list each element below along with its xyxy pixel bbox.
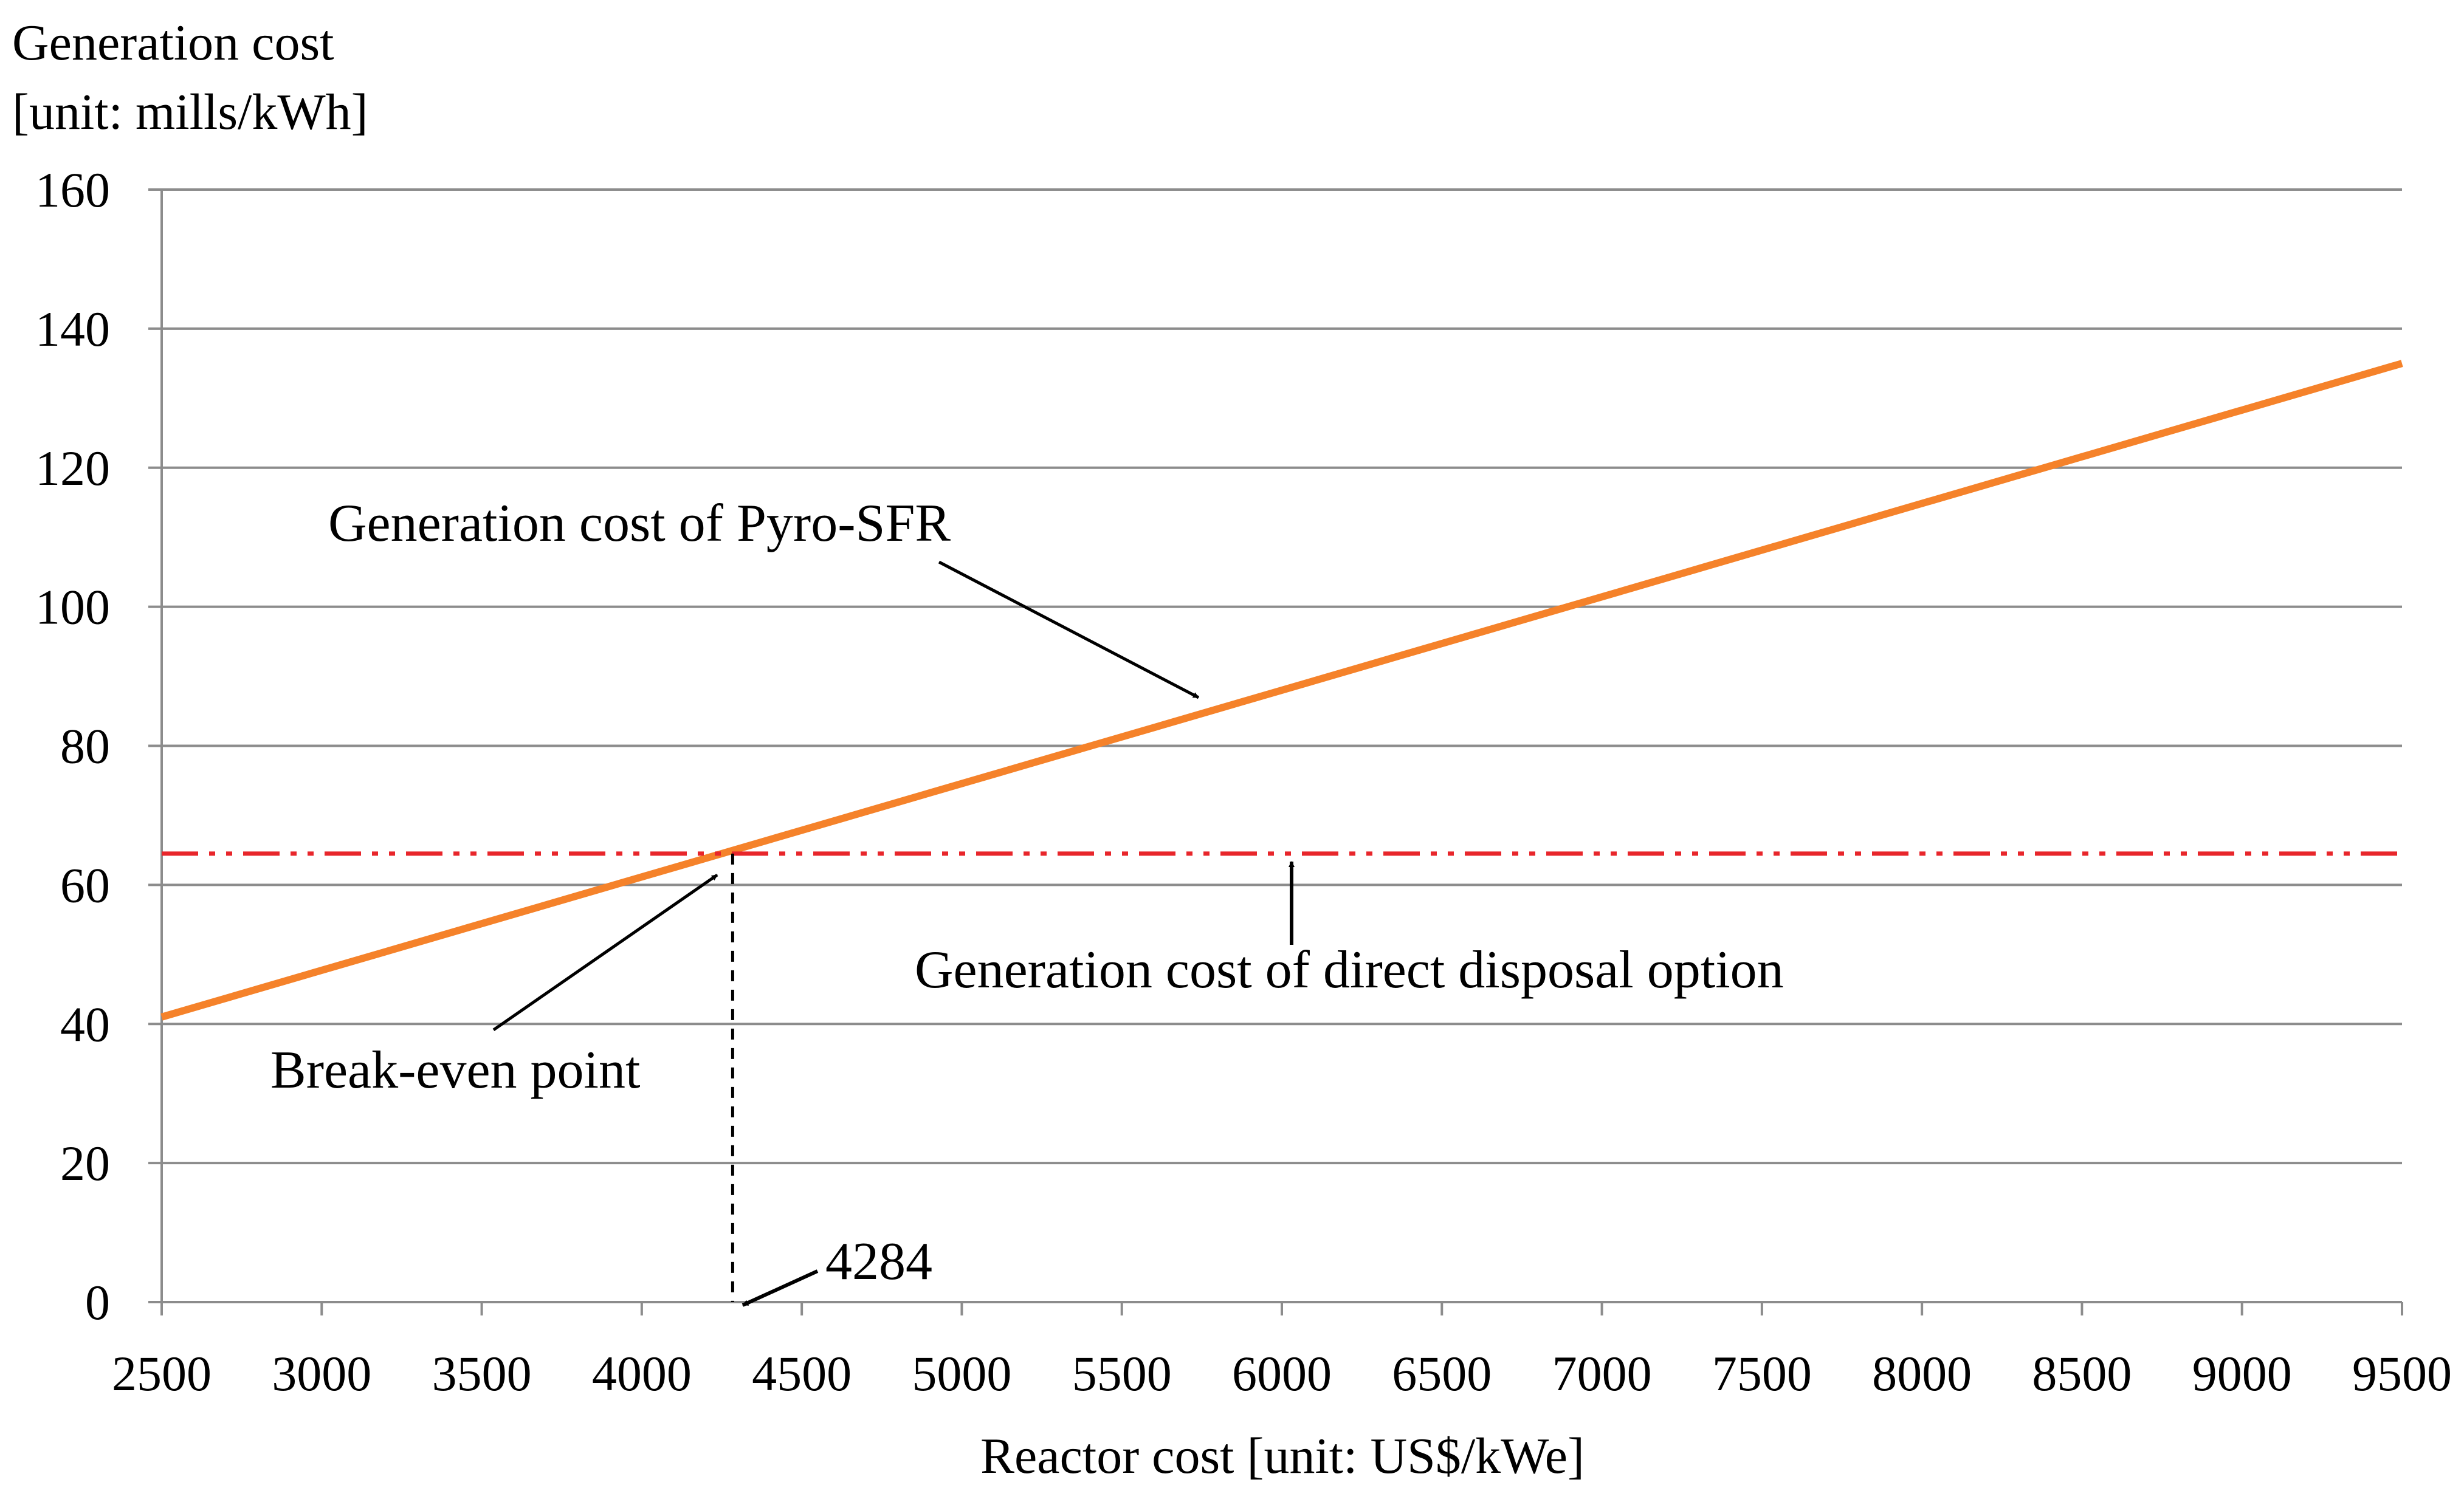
x-tick-label-3000: 3000	[272, 1346, 371, 1401]
pyro-sfr-arrow	[938, 560, 1200, 699]
series-line-pyro-sfr	[160, 360, 2403, 1021]
y-tick-label-100: 100	[35, 580, 110, 635]
x-tick-label-9000: 9000	[2192, 1346, 2292, 1401]
y-tick-label-40: 40	[60, 996, 110, 1052]
x-tick-label-6000: 6000	[1232, 1346, 1332, 1401]
y-tick-label-0: 0	[85, 1275, 110, 1330]
y-tick-label-140: 140	[35, 301, 110, 357]
x-tick-label-5000: 5000	[912, 1346, 1011, 1401]
direct-disposal-label: Generation cost of direct disposal optio…	[915, 941, 1784, 1000]
x-tick-label-8000: 8000	[1872, 1346, 1972, 1401]
x-tick-label-2500: 2500	[112, 1346, 212, 1401]
y-tick-label-20: 20	[60, 1136, 110, 1191]
x-tick-label-7500: 7500	[1712, 1346, 1812, 1401]
y-tick-labels: 0 20 40 60 80 100 120 140 160	[35, 162, 110, 1330]
y-axis-title-line2: [unit: mills/kWh]	[12, 84, 368, 140]
y-tick-label-120: 120	[35, 441, 110, 496]
x-tick-label-7000: 7000	[1552, 1346, 1652, 1401]
y-tick-label-60: 60	[60, 857, 110, 913]
axes	[148, 188, 2403, 1315]
x-axis-title: Reactor cost [unit: US$/kWe]	[980, 1428, 1585, 1484]
y-tick-label-160: 160	[35, 162, 110, 218]
x-tick-label-4500: 4500	[752, 1346, 852, 1401]
break-even-label: Break-even point	[270, 1041, 640, 1100]
x-tick-label-5500: 5500	[1072, 1346, 1172, 1401]
pyro-sfr-label: Generation cost of Pyro-SFR	[328, 494, 951, 553]
break-even-value-label: 4284	[825, 1232, 932, 1291]
grid-lines	[162, 188, 2402, 1165]
x-tick-label-3500: 3500	[432, 1346, 532, 1401]
x-tick-labels: 2500 3000 3500 4000 4500 5000 5500 6000 6500 7000…	[112, 1346, 2452, 1401]
break-even-arrow	[492, 873, 718, 1032]
x-tick-label-8500: 8500	[2032, 1346, 2132, 1401]
x-tick-label-9500: 9500	[2352, 1346, 2452, 1401]
break-even-value-arrow	[742, 1269, 819, 1307]
y-axis-title-line1: Generation cost	[12, 15, 334, 71]
series-group	[160, 360, 2403, 1302]
y-tick-label-80: 80	[60, 719, 110, 774]
x-tick-label-6500: 6500	[1392, 1346, 1492, 1401]
x-tick-label-4000: 4000	[592, 1346, 692, 1401]
